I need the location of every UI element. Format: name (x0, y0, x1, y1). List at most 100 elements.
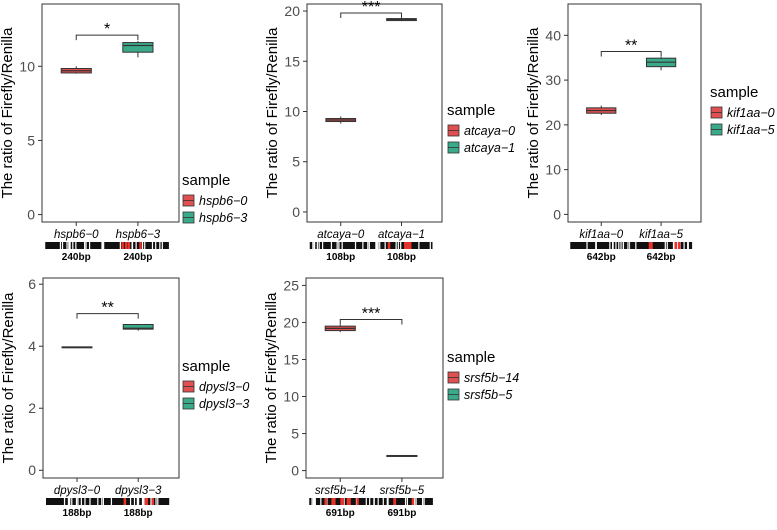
barcode-gap (397, 242, 399, 249)
sequence-barcode (309, 498, 372, 505)
barcode-variant (333, 498, 336, 505)
barcode-gap (59, 242, 62, 249)
barcode-gap (141, 242, 144, 249)
barcode-gap (612, 242, 614, 249)
barcode-variant (356, 498, 359, 505)
legend-entry-label: dpysl3−0 (199, 380, 249, 394)
y-tick-label: 10 (284, 103, 300, 119)
barcode-gap (71, 498, 73, 505)
y-tick-label: 0 (291, 463, 299, 479)
y-tick-label: 25 (283, 277, 299, 293)
y-axis-title: The ratio of Firefly/Renilla (0, 27, 16, 199)
significance-bracket (600, 50, 662, 57)
barcode-gap (161, 242, 163, 249)
barcode-gap (110, 498, 113, 505)
barcode-variant (677, 242, 681, 249)
barcode-gap (376, 242, 378, 249)
barcode-gap (69, 242, 71, 249)
significance-label: *** (362, 0, 381, 16)
sequence-barcode (370, 242, 433, 249)
legend: sample srsf5b−14 srsf5b−5 (447, 349, 519, 402)
barcode-gap (354, 242, 357, 249)
barcode-gap (635, 242, 637, 249)
barcode-gap (673, 242, 675, 249)
barcode-base (370, 242, 433, 249)
barcode-gap (687, 242, 689, 249)
barcode-gap (421, 498, 424, 505)
barcode-gap (102, 498, 104, 505)
sequence-barcode (630, 242, 693, 249)
fragment-length-label: 642bp (587, 252, 616, 263)
box-1 (122, 324, 154, 330)
barcode-variant (648, 242, 652, 249)
y-tick-label: 0 (28, 462, 36, 478)
barcode-gap (683, 242, 685, 249)
barcode-variant (348, 498, 351, 505)
barcode-gap (629, 242, 631, 249)
barcode-gap (336, 242, 338, 249)
x-tick-label: kif1aa−5 (639, 229, 683, 241)
legend-title: sample (710, 84, 758, 101)
barcode-gap (313, 242, 315, 249)
barcode-gap (338, 242, 340, 249)
legend-entry-label: kif1aa−0 (727, 106, 775, 120)
barcode-variant (411, 498, 415, 505)
barcode-gap (373, 498, 375, 505)
barcode-gap (151, 242, 154, 249)
y-axis-title: The ratio of Firefly/Renilla (263, 292, 280, 464)
barcode-variant (123, 498, 127, 505)
legend-entry-label: atcaya−1 (464, 141, 515, 155)
fragment-length-label: 691bp (326, 508, 355, 519)
barcode-base (370, 498, 433, 505)
y-tick-label: 5 (291, 426, 299, 442)
barcode-gap (61, 242, 64, 249)
barcode-gap (627, 242, 629, 249)
barcode-gap (137, 498, 140, 505)
barcode-gap (136, 498, 138, 505)
barcode-gap (144, 242, 146, 249)
y-tick-label: 20 (545, 117, 561, 133)
legend-title: sample (182, 172, 230, 189)
barcode-gap (676, 242, 678, 249)
barcode-gap (119, 242, 121, 249)
y-tick-label: 30 (545, 72, 561, 88)
barcode-gap (75, 498, 78, 505)
y-tick-label: 5 (292, 154, 300, 170)
barcode-gap (84, 498, 86, 505)
legend-entry-label: atcaya−0 (464, 124, 515, 138)
barcode-gap (406, 498, 408, 505)
y-tick-label: 10 (545, 162, 561, 178)
legend-entry-label: kif1aa−5 (727, 123, 775, 137)
legend: sample kif1aa−0 kif1aa−5 (710, 84, 775, 137)
chart-panel-3: 0 2 4 6 The ratio of Firefly/Renilla ** dpysl3… (0, 276, 249, 519)
barcode-gap (88, 242, 91, 249)
barcode-gap (84, 242, 86, 249)
significance-bracket (339, 318, 403, 325)
barcode-base (630, 242, 693, 249)
barcode-gap (382, 498, 384, 505)
barcode-gap (423, 498, 425, 505)
y-tick-label: 4 (28, 338, 36, 354)
barcode-variant (144, 498, 148, 505)
barcode-gap (133, 498, 136, 505)
barcode-gap (418, 242, 420, 249)
barcode-variant (127, 242, 131, 249)
x-tick-label: atcaya−1 (378, 229, 425, 241)
barcode-gap (77, 498, 79, 505)
barcode-gap (101, 242, 103, 249)
x-tick-label: srsf5b−14 (315, 485, 366, 497)
y-tick-label: 0 (27, 207, 35, 223)
x-tick-label: kif1aa−0 (579, 229, 623, 241)
barcode-gap (150, 498, 152, 505)
barcode-gap (72, 242, 74, 249)
barcode-gap (131, 242, 133, 249)
y-tick-label: 20 (284, 3, 300, 19)
legend: sample atcaya−0 atcaya−1 (447, 102, 515, 155)
barcode-gap (404, 498, 407, 505)
significance-bracket (76, 313, 139, 319)
barcode-gap (155, 242, 157, 249)
